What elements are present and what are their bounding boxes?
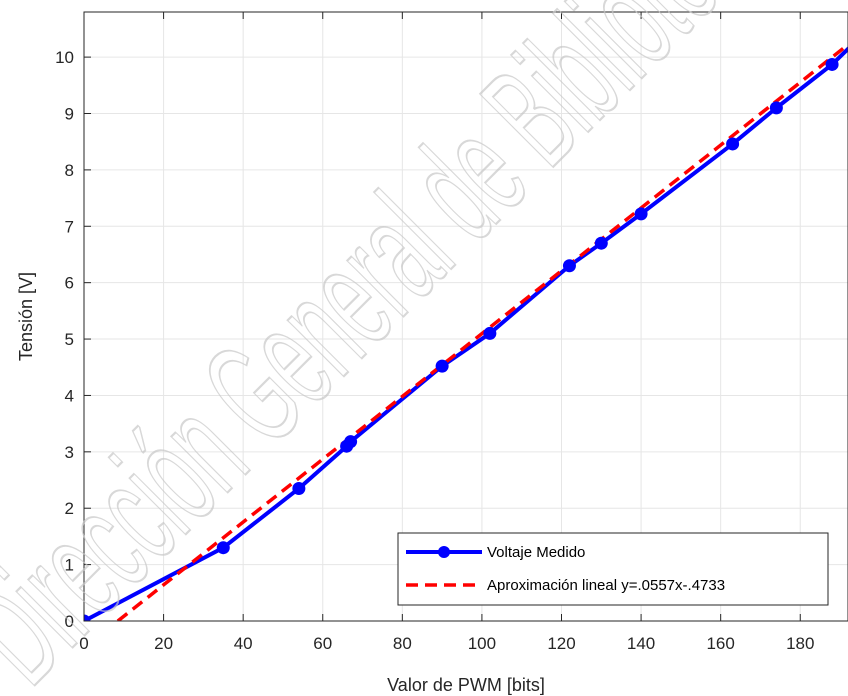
x-tick-label: 80 [393, 634, 412, 653]
data-point [825, 57, 839, 71]
ticks: 0 20 40 60 80 100 120 140 160 180 0 1 2 3 4 5 6 7 8 9 10 [55, 12, 814, 653]
series-line-aproximacion-lineal [116, 42, 848, 621]
y-tick-label: 6 [65, 274, 74, 293]
legend-label-voltaje-medido: Voltaje Medido [487, 544, 585, 561]
x-tick-label: 0 [79, 634, 88, 653]
data-point [726, 137, 740, 151]
y-tick-label: 3 [65, 443, 74, 462]
x-tick-label: 180 [786, 634, 814, 653]
data-point [769, 101, 783, 115]
series-line-voltaje-medido [84, 46, 848, 621]
x-tick-label: 100 [468, 634, 496, 653]
x-tick-label: 160 [706, 634, 734, 653]
x-tick-label: 40 [234, 634, 253, 653]
x-tick-label: 120 [547, 634, 575, 653]
legend-box [397, 532, 829, 606]
x-tick-label: 20 [154, 634, 173, 653]
x-axis-label: Valor de PWM [bits] [387, 675, 545, 695]
y-tick-label: 9 [65, 105, 74, 124]
data-point [483, 326, 497, 340]
x-tick-label: 140 [627, 634, 655, 653]
data-point [562, 259, 576, 273]
legend-label-aproximacion: Aproximación lineal y=.0557x-.4733 [487, 577, 725, 594]
data-point [216, 541, 230, 555]
data-point [634, 207, 648, 221]
legend-marker-voltaje-medido [438, 546, 450, 558]
y-tick-label: 8 [65, 161, 74, 180]
series-layer [84, 42, 848, 621]
y-tick-label: 7 [65, 217, 74, 236]
y-axis-label: Tensión [V] [16, 272, 36, 361]
data-point [344, 435, 358, 449]
plot-area [84, 42, 848, 621]
data-point [292, 481, 306, 495]
legend: Voltaje Medido Aproximación lineal y=.05… [397, 532, 829, 606]
y-tick-label: 5 [65, 330, 74, 349]
axes-box [83, 11, 848, 622]
y-tick-label: 10 [55, 48, 74, 67]
y-tick-label: 1 [65, 556, 74, 575]
data-point [435, 359, 449, 373]
y-tick-label: 0 [65, 612, 74, 631]
data-point [84, 614, 91, 621]
x-tick-label: 60 [313, 634, 332, 653]
y-tick-label: 2 [65, 499, 74, 518]
data-point [594, 236, 608, 250]
y-tick-label: 4 [65, 386, 74, 405]
